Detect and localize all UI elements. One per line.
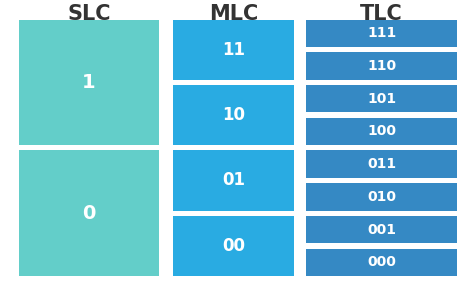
Text: 011: 011 (367, 157, 396, 171)
Text: 11: 11 (222, 40, 245, 58)
Text: 00: 00 (222, 237, 245, 255)
FancyBboxPatch shape (19, 20, 159, 145)
Text: 1: 1 (82, 73, 96, 92)
FancyBboxPatch shape (173, 85, 294, 145)
Text: 01: 01 (222, 172, 245, 190)
Text: 000: 000 (367, 255, 396, 269)
Text: 111: 111 (367, 26, 396, 40)
FancyBboxPatch shape (306, 20, 457, 47)
Text: 101: 101 (367, 92, 396, 106)
Text: 0: 0 (82, 204, 96, 223)
FancyBboxPatch shape (306, 52, 457, 80)
Text: 110: 110 (367, 59, 396, 73)
Text: SLC: SLC (67, 4, 110, 23)
FancyBboxPatch shape (306, 216, 457, 243)
FancyBboxPatch shape (306, 118, 457, 145)
Text: MLC: MLC (209, 4, 258, 23)
FancyBboxPatch shape (173, 20, 294, 80)
Text: 10: 10 (222, 106, 245, 124)
FancyBboxPatch shape (306, 85, 457, 112)
FancyBboxPatch shape (306, 249, 457, 276)
FancyBboxPatch shape (306, 151, 457, 178)
FancyBboxPatch shape (173, 150, 294, 211)
Text: TLC: TLC (360, 4, 403, 23)
FancyBboxPatch shape (173, 216, 294, 276)
FancyBboxPatch shape (306, 183, 457, 211)
Text: 100: 100 (367, 124, 396, 138)
Text: 010: 010 (367, 190, 396, 204)
Text: 001: 001 (367, 223, 396, 237)
FancyBboxPatch shape (19, 151, 159, 276)
